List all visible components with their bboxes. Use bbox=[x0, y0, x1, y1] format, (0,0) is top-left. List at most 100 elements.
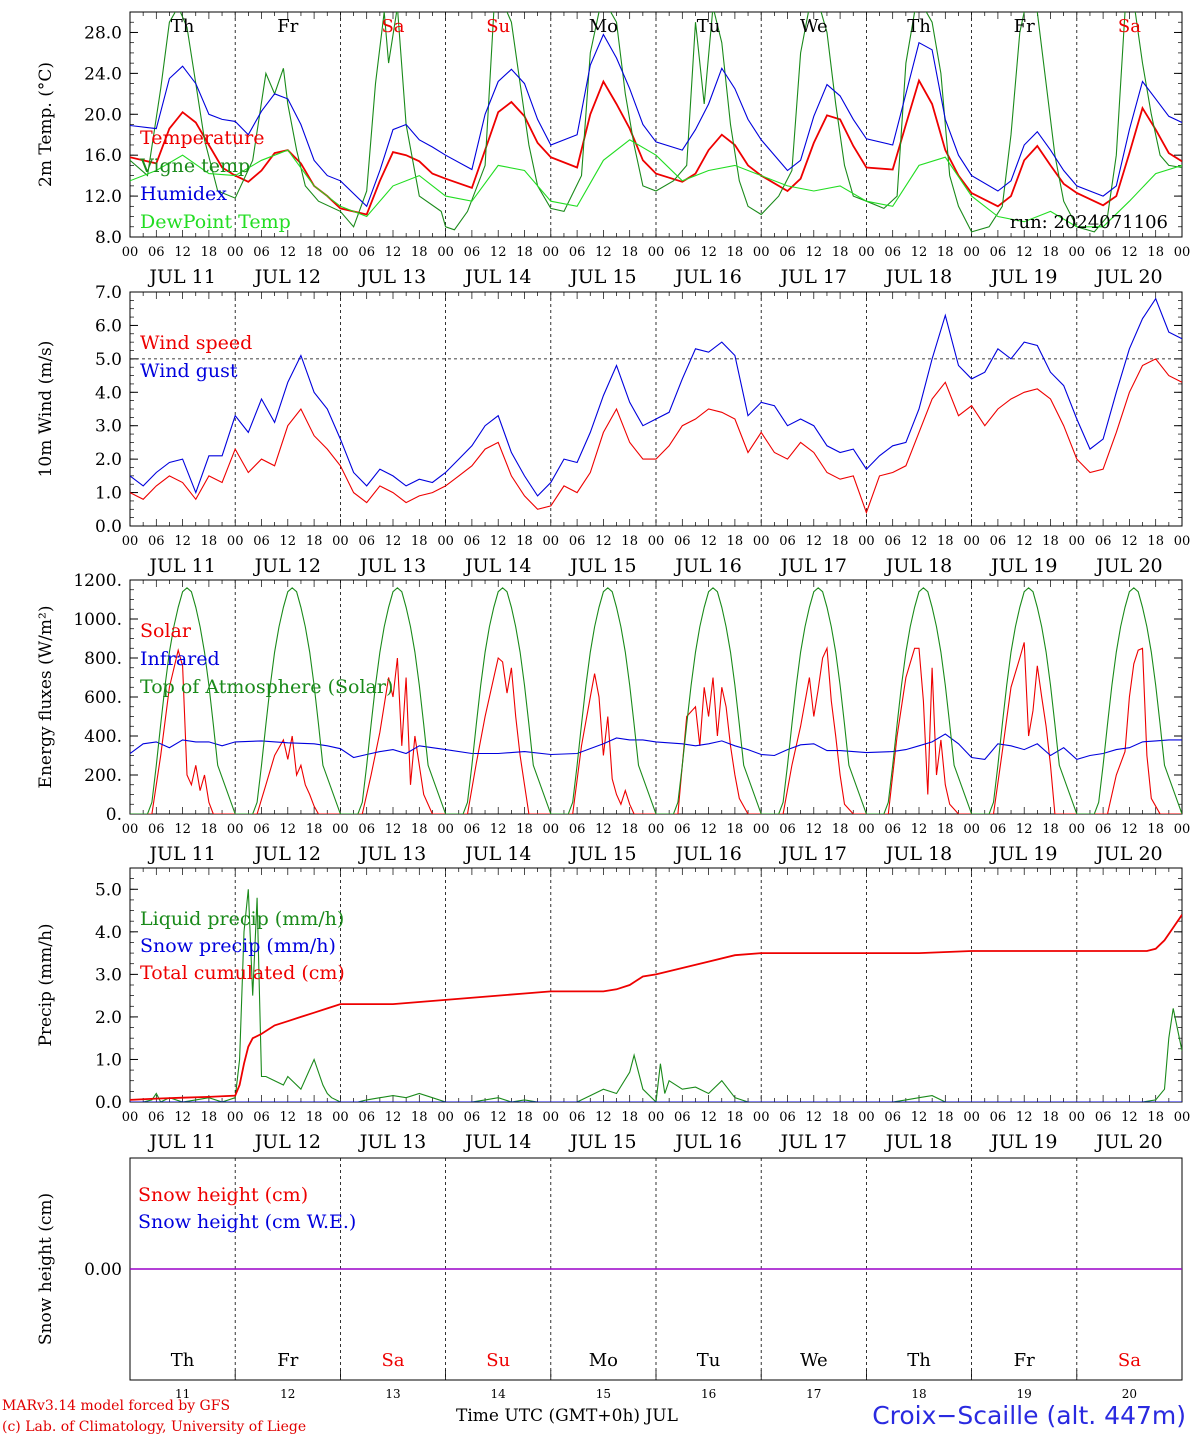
day-name-top: Fr bbox=[1014, 16, 1035, 37]
legend-entry: Total cumulated (cm) bbox=[140, 962, 345, 984]
y-tick-label: 2.0 bbox=[95, 450, 122, 470]
hour-label: 18 bbox=[621, 245, 638, 260]
hour-label: 18 bbox=[621, 534, 638, 549]
hour-label: 00 bbox=[963, 534, 980, 549]
hour-label: 12 bbox=[595, 822, 612, 837]
date-label: JUL 12 bbox=[253, 266, 321, 288]
hour-label: 12 bbox=[700, 534, 717, 549]
hour-label: 12 bbox=[385, 534, 402, 549]
y-tick-label: 400. bbox=[84, 727, 122, 747]
hour-label: 06 bbox=[358, 534, 375, 549]
hour-label: 06 bbox=[884, 245, 901, 260]
hour-label: 00 bbox=[332, 822, 349, 837]
y-tick-label: 12.0 bbox=[84, 187, 122, 207]
date-label: JUL 15 bbox=[568, 1131, 636, 1153]
date-label: JUL 16 bbox=[673, 843, 741, 865]
hour-label: 18 bbox=[411, 1110, 428, 1125]
hour-label: 00 bbox=[122, 1110, 139, 1125]
hour-label: 18 bbox=[727, 822, 744, 837]
hour-label: 12 bbox=[1121, 822, 1138, 837]
hour-label: 12 bbox=[385, 822, 402, 837]
hour-label: 12 bbox=[490, 534, 507, 549]
y-tick-label: 20.0 bbox=[84, 105, 122, 125]
date-label: JUL 19 bbox=[989, 843, 1057, 865]
date-label: JUL 13 bbox=[358, 266, 426, 288]
hour-label: 06 bbox=[674, 822, 691, 837]
y-tick-label: 3.0 bbox=[95, 965, 122, 985]
hour-label: 18 bbox=[411, 245, 428, 260]
hour-label: 00 bbox=[1174, 245, 1191, 260]
legend-entry: Wind gust bbox=[140, 360, 238, 382]
date-label: JUL 11 bbox=[147, 1131, 215, 1153]
hour-label: 06 bbox=[990, 245, 1007, 260]
hour-label: 00 bbox=[543, 1110, 560, 1125]
day-number: 11 bbox=[175, 1387, 190, 1401]
hour-label: 18 bbox=[832, 245, 849, 260]
hour-label: 06 bbox=[674, 245, 691, 260]
hour-label: 06 bbox=[1095, 822, 1112, 837]
y-tick-label: 600. bbox=[84, 688, 122, 708]
hour-label: 18 bbox=[1042, 822, 1059, 837]
hour-label: 06 bbox=[990, 534, 1007, 549]
date-label: JUL 14 bbox=[463, 555, 531, 577]
hour-label: 12 bbox=[490, 822, 507, 837]
hour-label: 18 bbox=[516, 245, 533, 260]
date-label: JUL 18 bbox=[884, 843, 952, 865]
hour-label: 12 bbox=[1016, 245, 1033, 260]
hour-label: 06 bbox=[148, 534, 165, 549]
date-label: JUL 12 bbox=[253, 843, 321, 865]
hour-label: 18 bbox=[1042, 245, 1059, 260]
y-tick-label: 28.0 bbox=[84, 23, 122, 43]
hour-label: 06 bbox=[884, 1110, 901, 1125]
hour-label: 18 bbox=[411, 822, 428, 837]
series-total-cumulated-cm- bbox=[130, 914, 1182, 1101]
hour-label: 18 bbox=[937, 534, 954, 549]
hour-label: 06 bbox=[358, 822, 375, 837]
hour-label: 00 bbox=[122, 534, 139, 549]
y-tick-label: 1200. bbox=[73, 571, 122, 591]
hour-label: 12 bbox=[806, 534, 823, 549]
hour-label: 06 bbox=[674, 534, 691, 549]
hour-label: 18 bbox=[727, 245, 744, 260]
date-label: JUL 17 bbox=[779, 266, 847, 288]
date-label: JUL 17 bbox=[779, 1131, 847, 1153]
footer-model: MARv3.14 model forced by GFS bbox=[2, 1398, 231, 1414]
hour-label: 18 bbox=[411, 534, 428, 549]
hour-label: 18 bbox=[727, 1110, 744, 1125]
series-humidex bbox=[130, 33, 1182, 208]
hour-label: 12 bbox=[700, 1110, 717, 1125]
hour-label: 06 bbox=[148, 245, 165, 260]
day-name-top: Sa bbox=[1118, 16, 1141, 37]
panel-precip bbox=[129, 867, 1183, 1103]
station-name: Croix−Scaille (alt. 447m) bbox=[872, 1401, 1186, 1430]
hour-label: 00 bbox=[858, 822, 875, 837]
date-label: JUL 19 bbox=[989, 266, 1057, 288]
hour-label: 06 bbox=[464, 1110, 481, 1125]
date-label: JUL 15 bbox=[568, 555, 636, 577]
hour-label: 12 bbox=[595, 1110, 612, 1125]
date-label: JUL 13 bbox=[358, 843, 426, 865]
hour-label: 00 bbox=[122, 822, 139, 837]
day-name-bottom: Fr bbox=[277, 1350, 298, 1371]
hour-label: 00 bbox=[1069, 1110, 1086, 1125]
series-temperature bbox=[130, 78, 1182, 216]
date-label: JUL 14 bbox=[463, 1131, 531, 1153]
hour-label: 12 bbox=[1121, 1110, 1138, 1125]
hour-label: 12 bbox=[911, 245, 928, 260]
hour-label: 00 bbox=[1069, 822, 1086, 837]
hour-label: 12 bbox=[700, 822, 717, 837]
day-name-top: Mo bbox=[589, 16, 618, 37]
legend-entry: Humidex bbox=[140, 183, 227, 205]
hour-label: 18 bbox=[937, 245, 954, 260]
hour-label: 06 bbox=[1095, 245, 1112, 260]
hour-label: 00 bbox=[753, 534, 770, 549]
hour-label: 06 bbox=[464, 245, 481, 260]
series-solar bbox=[130, 642, 1182, 814]
hour-label: 06 bbox=[884, 822, 901, 837]
hour-label: 12 bbox=[1016, 822, 1033, 837]
day-name-top: Sa bbox=[381, 16, 404, 37]
hour-label: 00 bbox=[437, 534, 454, 549]
y-tick-label: 8.0 bbox=[95, 228, 122, 248]
legend-entry: Temperature bbox=[140, 127, 264, 149]
date-label: JUL 16 bbox=[673, 555, 741, 577]
